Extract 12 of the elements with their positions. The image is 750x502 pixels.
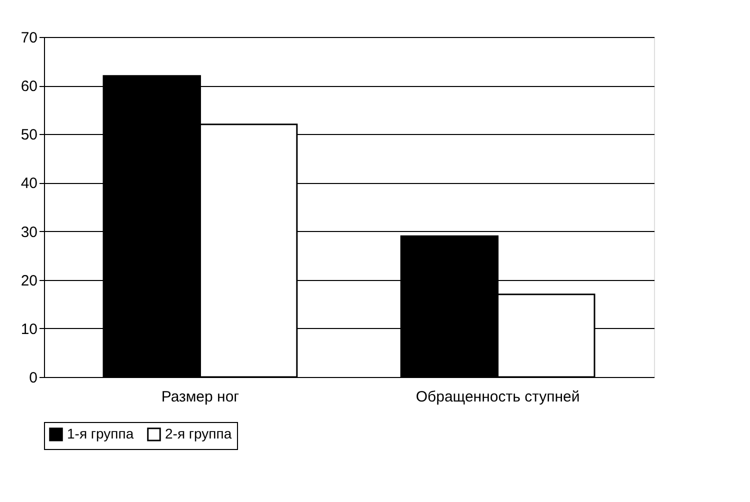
- legend-label: 2-я группа: [165, 425, 232, 442]
- y-tick-label: 30: [20, 224, 38, 241]
- legend-label: 1-я группа: [67, 425, 134, 442]
- y-tick-label: 10: [20, 320, 38, 338]
- x-tick-label: Обращенность ступней: [416, 388, 580, 406]
- y-tick-label: 0: [29, 370, 38, 386]
- y-tick-label: 20: [20, 272, 38, 290]
- y-tick-label: 70: [20, 30, 38, 46]
- y-tick-label: 40: [20, 175, 38, 192]
- y-tick-label: 60: [20, 78, 38, 96]
- x-tick-label: Размер ног: [161, 388, 240, 406]
- y-tick-label: 50: [20, 126, 38, 144]
